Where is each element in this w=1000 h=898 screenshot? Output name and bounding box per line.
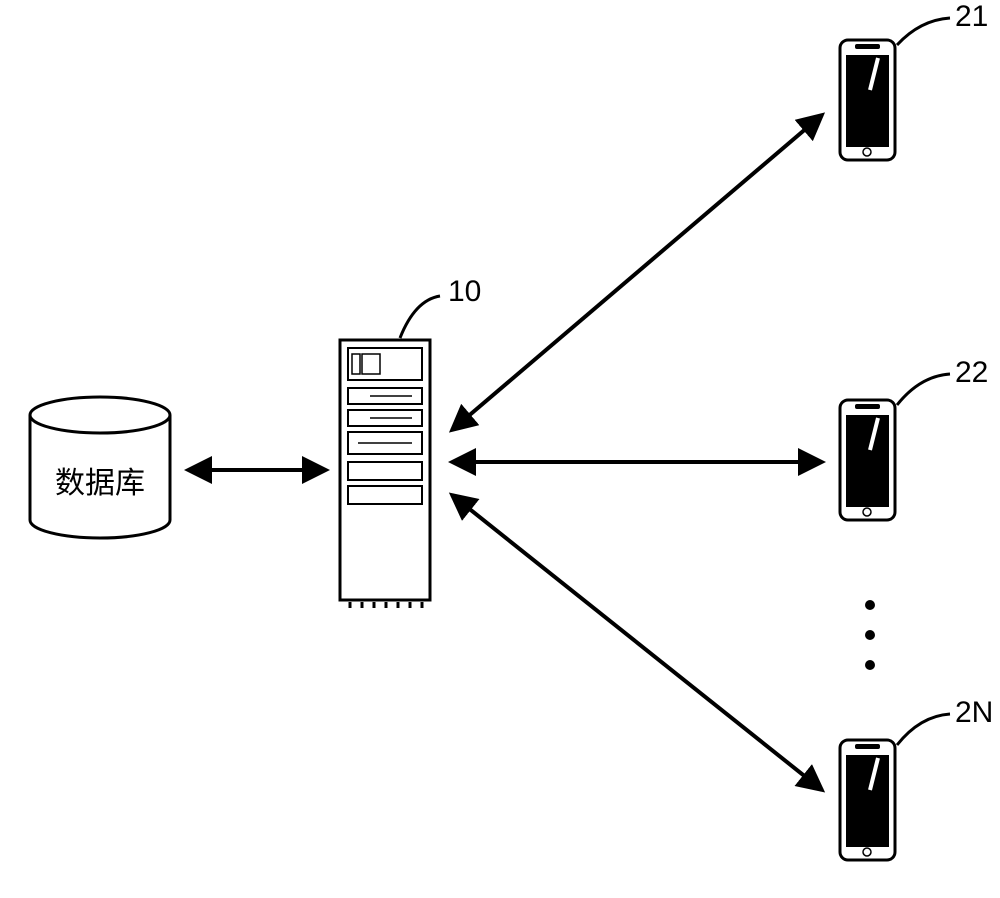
phone-icon-1 <box>840 40 895 160</box>
arrow-server-phone1 <box>452 115 822 430</box>
diagram-svg <box>0 0 1000 898</box>
phone-icon-n <box>840 740 895 860</box>
phone-icon-2 <box>840 400 895 520</box>
arrow-server-phoneN <box>452 495 822 790</box>
server-ref-label: 10 <box>448 275 481 309</box>
server-icon <box>340 340 430 608</box>
phone2-ref-label: 22 <box>955 356 988 390</box>
phone1-ref-label: 21 <box>955 0 988 34</box>
database-label: 数据库 <box>55 458 145 502</box>
phoneN-ref-label: 2N <box>955 696 993 730</box>
